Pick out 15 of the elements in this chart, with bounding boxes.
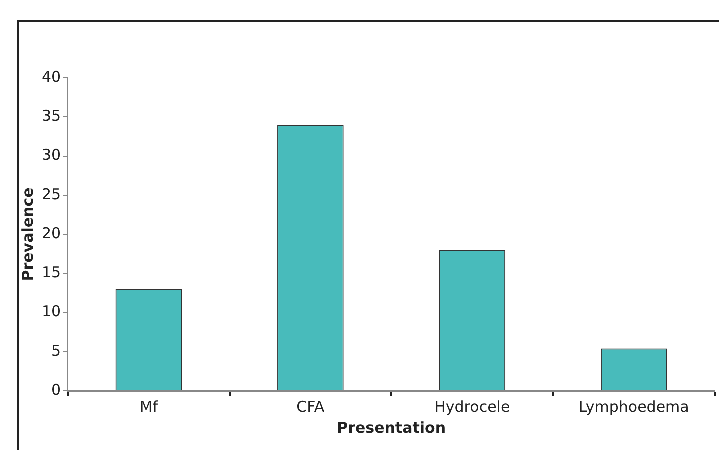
y-tick-label: 40: [42, 68, 62, 86]
y-tick-label: 10: [42, 302, 62, 321]
x-tick-label: Mf: [140, 398, 159, 416]
x-tick-label: Lymphoedema: [578, 398, 690, 416]
x-axis-title: Presentation: [337, 418, 446, 437]
y-tick-label: 5: [52, 342, 62, 360]
y-tick-label: 0: [52, 380, 62, 399]
y-tick-label: 25: [42, 185, 62, 204]
y-tick-label: 30: [42, 146, 62, 164]
y-tick-label: 20: [42, 224, 62, 242]
y-axis-title: Prevalence: [18, 188, 37, 282]
x-tick-label: Hydrocele: [434, 398, 510, 416]
x-tick-label: CFA: [296, 398, 326, 416]
y-tick-label: 15: [42, 264, 62, 282]
y-tick-label: 35: [42, 107, 62, 126]
